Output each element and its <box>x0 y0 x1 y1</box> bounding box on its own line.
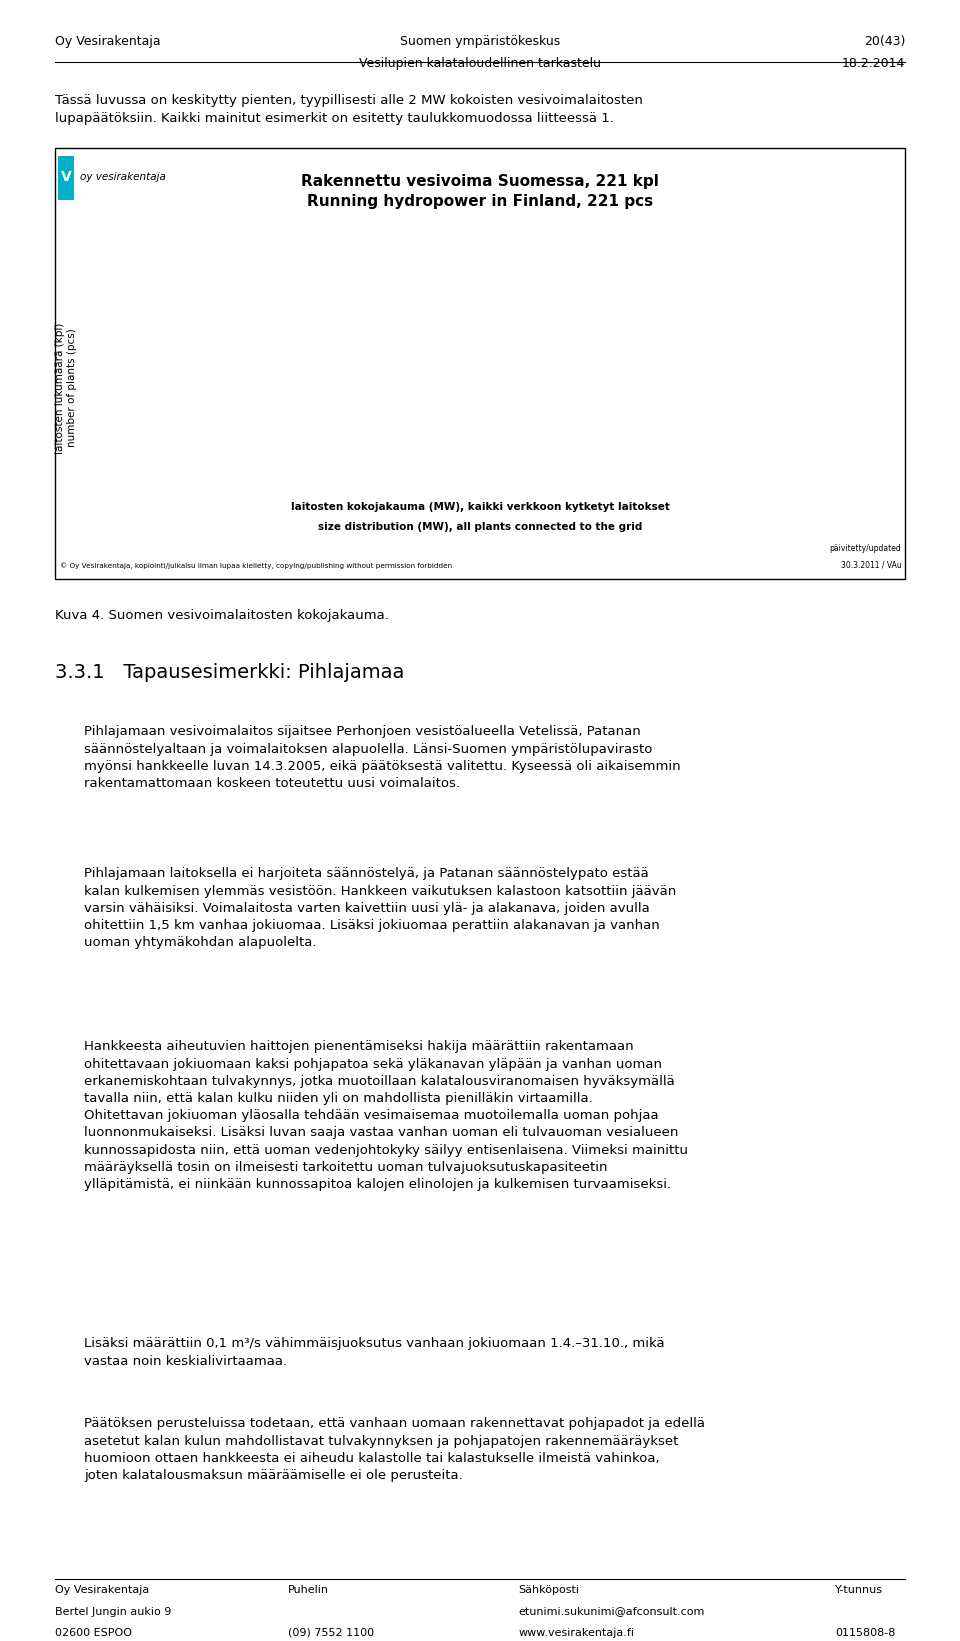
Text: 30.3.2011 / VAu: 30.3.2011 / VAu <box>841 561 901 569</box>
Text: © Oy Vesirakentaja, kopiointi/julkaisu ilman lupaa kielletty, copying/publishing: © Oy Vesirakentaja, kopiointi/julkaisu i… <box>60 563 451 569</box>
Bar <box>690 468 723 473</box>
Text: etunimi.sukunimi@afconsult.com: etunimi.sukunimi@afconsult.com <box>518 1607 705 1616</box>
Text: 3.3.1   Tapausesimerkki: Pihlajamaa: 3.3.1 Tapausesimerkki: Pihlajamaa <box>55 663 404 683</box>
Bar <box>474 469 507 473</box>
Bar <box>58 156 75 200</box>
Text: oy vesirakentaja: oy vesirakentaja <box>80 172 165 182</box>
Bar <box>130 307 161 473</box>
Text: 20(43): 20(43) <box>864 34 905 48</box>
Text: 0115808-8: 0115808-8 <box>835 1628 896 1638</box>
Text: Lisäksi määrättiin 0,1 m³/s vähimmäisjuoksutus vanhaan jokiuomaan 1.4.–31.10., m: Lisäksi määrättiin 0,1 m³/s vähimmäisjuo… <box>84 1337 665 1367</box>
Text: size distribution (MW), all plants connected to the grid: size distribution (MW), all plants conne… <box>318 522 642 532</box>
Text: Oy Vesirakentaja: Oy Vesirakentaja <box>55 1585 149 1595</box>
Text: V: V <box>60 171 71 184</box>
Bar <box>216 456 248 473</box>
Text: Rakennettu vesivoima Suomessa, 221 kpl
Running hydropower in Finland, 221 pcs: Rakennettu vesivoima Suomessa, 221 kpl R… <box>301 174 659 208</box>
Bar <box>431 463 464 473</box>
Text: Y-tunnus: Y-tunnus <box>835 1585 883 1595</box>
Bar <box>604 450 636 473</box>
Text: Kuva 4. Suomen vesivoimalaitosten kokojakauma.: Kuva 4. Suomen vesivoimalaitosten kokoja… <box>55 609 389 622</box>
Bar <box>301 461 334 473</box>
Bar <box>345 456 377 473</box>
Bar <box>647 459 680 473</box>
Text: laitosten kokojakauma (MW), kaikki verkkoon kytketyt laitokset: laitosten kokojakauma (MW), kaikki verkk… <box>291 502 669 512</box>
Text: (09) 7552 1100: (09) 7552 1100 <box>288 1628 374 1638</box>
Bar <box>777 459 808 473</box>
Bar <box>820 469 852 473</box>
Text: päivitetty/updated: päivitetty/updated <box>829 545 901 553</box>
Text: www.vesirakentaja.fi: www.vesirakentaja.fi <box>518 1628 635 1638</box>
Text: Oy Vesirakentaja: Oy Vesirakentaja <box>55 34 160 48</box>
Text: Puhelin: Puhelin <box>288 1585 329 1595</box>
Text: 02600 ESPOO: 02600 ESPOO <box>55 1628 132 1638</box>
Text: 18.2.2014: 18.2.2014 <box>842 57 905 71</box>
Text: Sähköposti: Sähköposti <box>518 1585 580 1595</box>
Text: Hankkeesta aiheutuvien haittojen pienentämiseksi hakija määrättiin rakentamaan
o: Hankkeesta aiheutuvien haittojen pienent… <box>84 1040 688 1191</box>
Bar <box>388 469 420 473</box>
Bar <box>733 455 766 473</box>
Text: Bertel Jungin aukio 9: Bertel Jungin aukio 9 <box>55 1607 171 1616</box>
Text: Vesilupien kalataloudellinen tarkastelu: Vesilupien kalataloudellinen tarkastelu <box>359 57 601 71</box>
Bar <box>517 469 550 473</box>
Text: Pihlajamaan vesivoimalaitos sijaitsee Perhonjoen vesistöalueella Vetelissä, Pata: Pihlajamaan vesivoimalaitos sijaitsee Pe… <box>84 725 681 789</box>
Text: Tässä luvussa on keskitytty pienten, tyypillisesti alle 2 MW kokoisten vesivoima: Tässä luvussa on keskitytty pienten, tyy… <box>55 94 642 125</box>
Bar <box>173 417 204 473</box>
Text: Suomen ympäristökeskus: Suomen ympäristökeskus <box>400 34 560 48</box>
Bar <box>258 455 291 473</box>
Text: Pihlajamaan laitoksella ei harjoiteta säännöstelyä, ja Patanan säännöstelypato e: Pihlajamaan laitoksella ei harjoiteta sä… <box>84 868 677 948</box>
Bar <box>561 443 593 473</box>
Text: Päätöksen perusteluissa todetaan, että vanhaan uomaan rakennettavat pohjapadot j: Päätöksen perusteluissa todetaan, että v… <box>84 1418 706 1482</box>
Text: laitosten lukumäärä (kpl)
number of plants (pcs): laitosten lukumäärä (kpl) number of plan… <box>55 322 78 455</box>
